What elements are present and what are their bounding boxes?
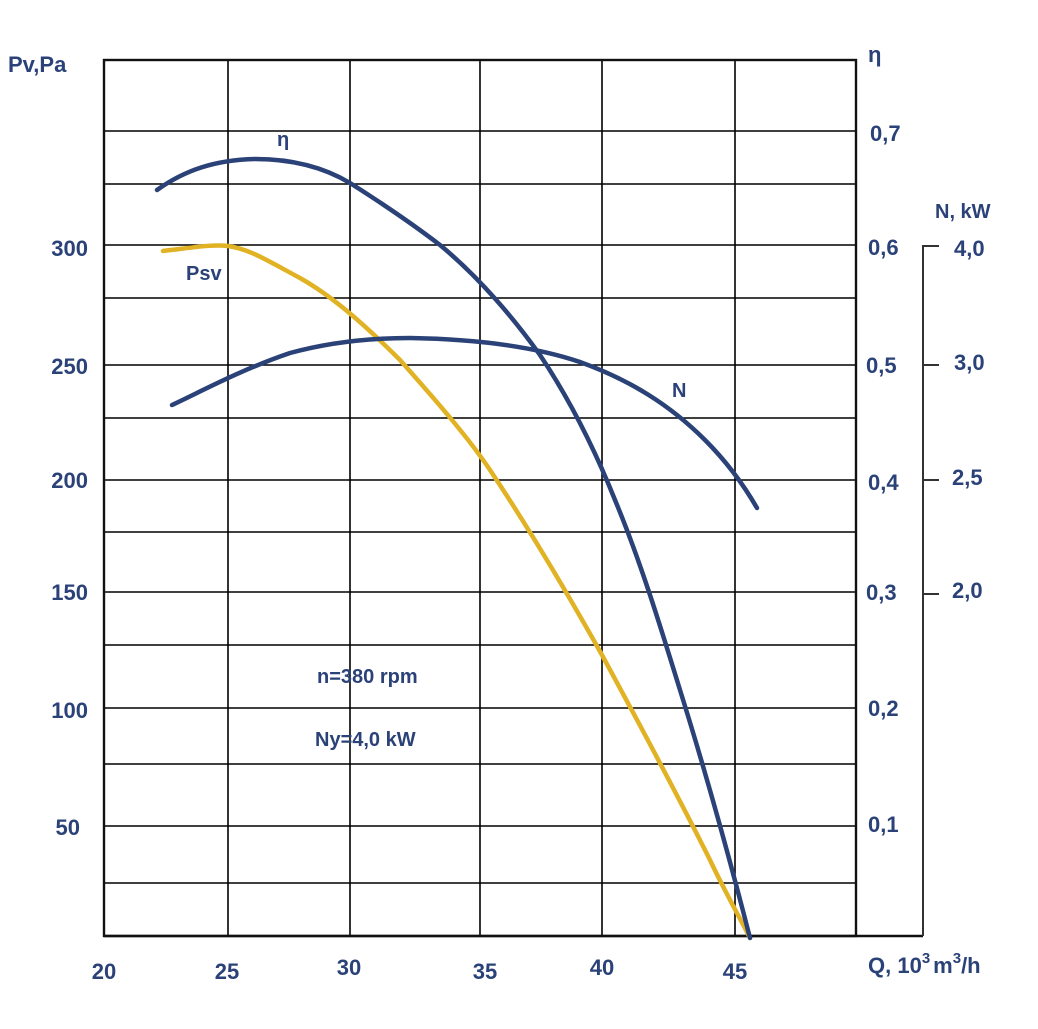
n-curve	[169, 335, 760, 511]
n-tick-label: 2,5	[952, 465, 983, 490]
n-axis	[922, 245, 939, 936]
left-tick-label: 100	[51, 698, 88, 723]
left-tick-label: 200	[51, 468, 88, 493]
curve-label-eta: η	[277, 129, 289, 151]
n-tick-label: 4,0	[954, 236, 985, 261]
n-tick-label: 3,0	[954, 350, 985, 375]
grid	[104, 60, 856, 936]
eta-tick-label: 0,5	[866, 353, 897, 378]
x-axis-title-prefix: Q, 10	[868, 953, 922, 978]
left-axis-title: Pv,Pa	[8, 52, 67, 77]
left-tick-label: 250	[51, 354, 88, 379]
x-tick-labels: 20 25 30 35 40 45	[92, 955, 747, 984]
x-tick-label: 45	[723, 959, 747, 984]
x-axis-title-sup2: 3	[953, 950, 961, 967]
curve-label-psv: Psv	[186, 263, 222, 285]
x-tick-label: 25	[215, 959, 239, 984]
eta-tick-label: 0,1	[868, 812, 899, 837]
eta-tick-label: 0,3	[866, 580, 897, 605]
eta-axis-title: η	[868, 42, 881, 67]
left-tick-label: 50	[56, 815, 80, 840]
eta-tick-label: 0,7	[870, 121, 901, 146]
eta-tick-labels: 0,7 0,6 0,5 0,4 0,3 0,2 0,1	[866, 121, 901, 837]
n-axis-title: N, kW	[935, 201, 991, 223]
left-tick-label: 150	[51, 580, 88, 605]
psv-curve	[160, 243, 753, 941]
eta-curve	[154, 156, 753, 941]
note-speed: n=380 rpm	[317, 666, 418, 688]
n-tick-labels: 4,0 3,0 2,5 2,0	[952, 236, 985, 603]
x-axis-title-suffix: /h	[961, 953, 981, 978]
eta-tick-label: 0,6	[868, 235, 899, 260]
x-tick-label: 20	[92, 959, 116, 984]
x-axis-title-sup1: 3	[922, 950, 930, 967]
eta-tick-label: 0,2	[868, 696, 899, 721]
x-tick-label: 40	[590, 955, 614, 980]
x-tick-label: 30	[337, 955, 361, 980]
note-power: Ny=4,0 kW	[315, 729, 416, 751]
n-tick-label: 2,0	[952, 578, 983, 603]
x-axis-title: Q, 103 m3/h	[868, 950, 981, 978]
eta-tick-label: 0,4	[868, 470, 899, 495]
x-axis-title-mid: m	[933, 953, 953, 978]
left-tick-labels: 300 250 200 150 100 50	[51, 236, 88, 840]
curve-label-n: N	[672, 380, 686, 402]
left-tick-label: 300	[51, 236, 88, 261]
x-tick-label: 35	[473, 959, 497, 984]
